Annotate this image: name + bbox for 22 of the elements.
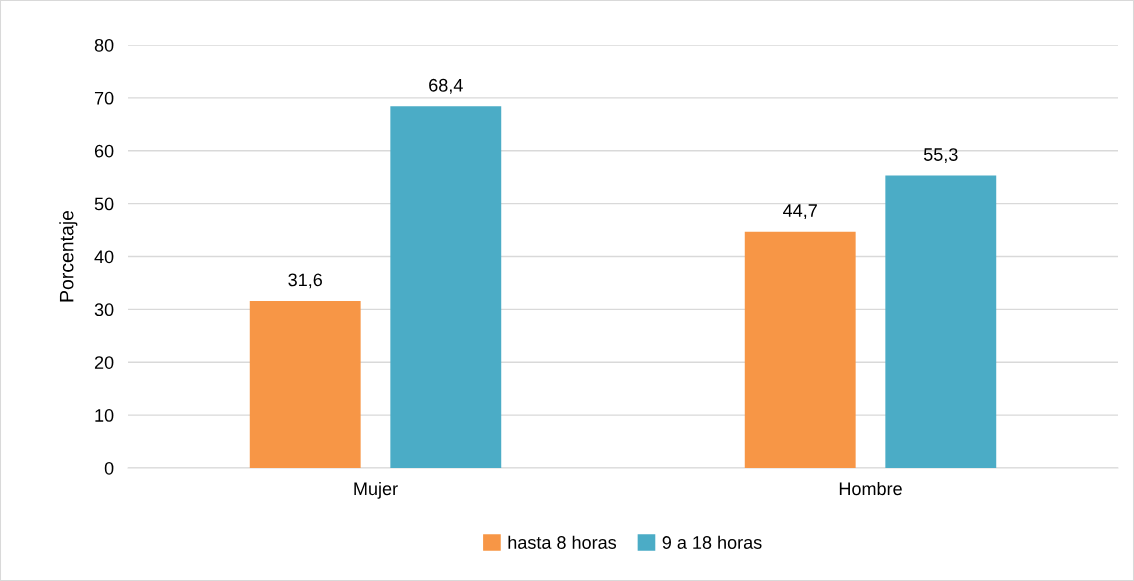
- bar: [390, 106, 502, 468]
- bar: [744, 231, 856, 468]
- bar: [885, 175, 997, 468]
- data-label: 31,6: [288, 273, 322, 289]
- data-label: 44,7: [783, 204, 817, 220]
- legend-label: hasta 8 horas: [508, 535, 617, 549]
- bar: [249, 300, 361, 468]
- y-tick-label: 40: [94, 250, 114, 264]
- data-label: 68,4: [429, 78, 463, 94]
- y-axis-title: Porcentaje: [59, 210, 78, 302]
- y-tick-label: 0: [104, 461, 114, 475]
- x-tick-label: Hombre: [839, 481, 902, 496]
- y-tick-label: 60: [94, 144, 114, 158]
- data-label: 55,3: [923, 148, 958, 164]
- y-tick-label: 20: [94, 356, 114, 369]
- x-tick-label: Mujer: [354, 481, 398, 499]
- legend-label: 9 a 18 horas: [662, 535, 762, 549]
- y-tick-label: 80: [94, 38, 114, 52]
- y-tick-label: 10: [95, 409, 114, 422]
- y-tick-label: 30: [94, 303, 114, 317]
- y-tick-label: 70: [94, 91, 114, 105]
- y-tick-label: 50: [94, 197, 114, 211]
